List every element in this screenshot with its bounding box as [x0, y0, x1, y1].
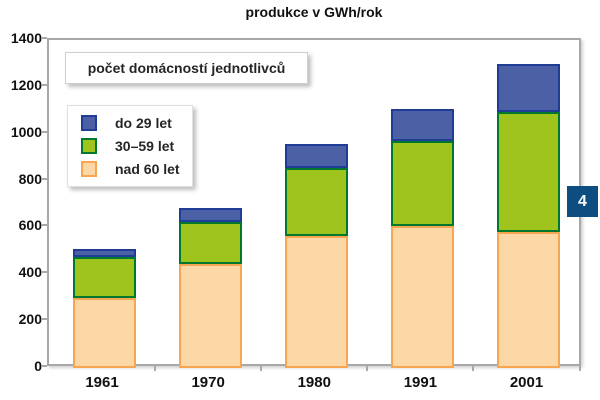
y-axis-tick	[41, 37, 47, 39]
bar-segment-1970-30–59-let	[178, 222, 242, 265]
page-number-badge: 4	[567, 186, 598, 217]
legend-label: 30–59 let	[115, 138, 175, 154]
bar-segment-1961-30–59-let	[72, 257, 136, 299]
y-axis-tick	[41, 177, 47, 180]
x-axis-tick	[366, 366, 369, 371]
x-axis-tick	[578, 366, 581, 371]
legend-swatch-orange-icon	[81, 161, 97, 177]
y-axis-tick	[41, 271, 47, 274]
legend-title: počet domácností jednotlivců	[87, 60, 286, 76]
x-axis-tick	[472, 366, 475, 371]
x-axis-tick	[154, 366, 157, 371]
bar-1991	[390, 108, 454, 368]
x-axis-label-1961: 1961	[85, 374, 119, 391]
bar-segment-1991-do-29-let	[390, 108, 454, 142]
legend-item-nad-60-let: nad 60 let	[68, 160, 192, 178]
legend-swatch-blue-icon	[81, 115, 97, 131]
y-axis-tick-label: 800	[18, 170, 42, 187]
legend-swatch-green-icon	[81, 138, 97, 154]
y-axis-tick-label: 1400	[10, 30, 42, 46]
bar-2001	[497, 64, 560, 368]
y-axis-tick	[41, 83, 47, 86]
y-axis-tick	[41, 365, 47, 367]
bar-segment-1961-nad-60-let	[72, 298, 136, 368]
bar-segment-1970-nad-60-let	[178, 264, 242, 368]
chart-title: produkce v GWh/rok	[245, 4, 383, 20]
y-axis-tick-label: 200	[18, 311, 42, 328]
bar-segment-1980-nad-60-let	[284, 236, 348, 368]
legend-label: nad 60 let	[115, 161, 180, 177]
x-axis-label-1970: 1970	[191, 374, 225, 391]
bar-segment-2001-30–59-let	[497, 112, 560, 232]
y-axis-tick	[41, 318, 47, 321]
legend-item-do-29-let: do 29 let	[68, 114, 192, 132]
y-axis-tick-label: 1000	[10, 123, 42, 140]
bar-segment-2001-do-29-let	[497, 64, 560, 113]
y-axis-tick-label: 1200	[10, 76, 42, 93]
x-axis-tick	[260, 366, 263, 371]
x-axis-label-1991: 1991	[403, 374, 438, 391]
x-axis-label-2001: 2001	[509, 374, 544, 391]
bar-segment-1991-nad-60-let	[390, 225, 454, 368]
x-axis-label-1980: 1980	[297, 374, 331, 391]
legend-label: do 29 let	[115, 115, 172, 131]
legend-title-box: počet domácností jednotlivců	[65, 52, 308, 84]
bar-segment-1980-30–59-let	[284, 168, 348, 237]
bar-1980	[284, 143, 348, 368]
legend-item-30-59-let: 30–59 let	[68, 137, 192, 155]
bar-1970	[178, 208, 242, 368]
y-axis-tick-label: 600	[18, 217, 42, 234]
bar-segment-1961-do-29-let	[72, 249, 136, 258]
plot-area	[47, 38, 581, 368]
y-axis-tick	[41, 130, 47, 133]
legend: do 29 let 30–59 let nad 60 let	[67, 105, 193, 187]
bar-segment-1991-30–59-let	[390, 141, 454, 226]
bar-1961	[72, 249, 136, 368]
bar-segment-2001-nad-60-let	[497, 231, 560, 368]
bar-segment-1980-do-29-let	[284, 143, 348, 169]
bar-segment-1970-do-29-let	[178, 208, 242, 223]
y-axis-tick-label: 400	[18, 264, 42, 281]
y-axis-tick	[41, 224, 47, 227]
y-axis-tick-label: 0	[34, 358, 42, 374]
